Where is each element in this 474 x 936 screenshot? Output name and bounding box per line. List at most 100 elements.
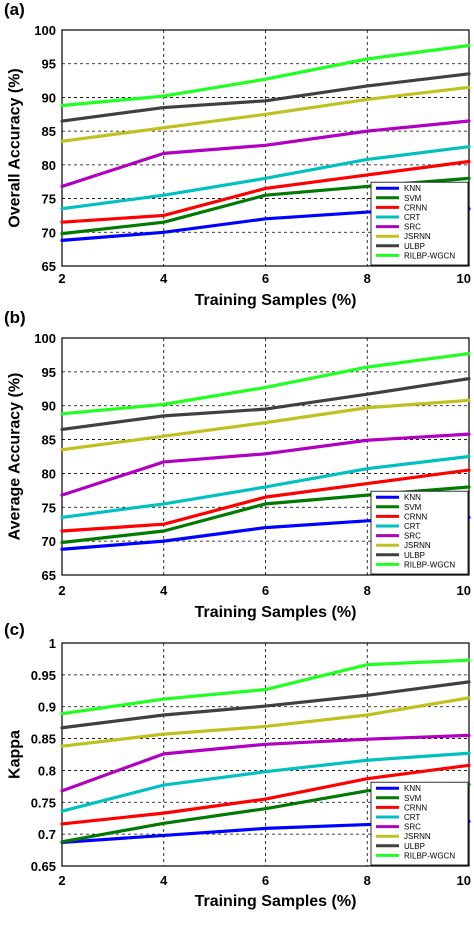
x-tick-label: 6 — [262, 873, 269, 888]
y-tick-label: 1 — [49, 636, 56, 651]
series-line-rilbp-wgcn — [60, 658, 471, 716]
legend-entry: RILBP-WGCN — [404, 851, 455, 860]
series-line-jsrnn — [60, 85, 471, 143]
series-line-jsrnn — [60, 398, 471, 452]
y-tick-label: 85 — [42, 433, 56, 448]
legend-entry: SVM — [404, 194, 422, 203]
y-tick-label: 0.75 — [31, 795, 56, 810]
legend-entry: KNN — [404, 493, 421, 502]
panel-label: (b) — [4, 308, 26, 327]
series-line-rilbp-wgcn — [60, 351, 471, 416]
legend-entry: JSRNN — [404, 832, 431, 841]
x-tick-label: 4 — [160, 583, 168, 598]
legend-entry: CRNN — [404, 203, 427, 212]
y-tick-label: 70 — [42, 225, 56, 240]
legend-entry: JSRNN — [404, 232, 431, 241]
series-line-ulbp — [60, 377, 471, 432]
legend-entry: SVM — [404, 794, 422, 803]
chart-panel-1: 65 70 75 80 85 90 95 100 2 4 6 8 10 Training Samples … — [4, 0, 471, 309]
x-tick-label: 2 — [58, 271, 65, 286]
x-tick-label: 2 — [58, 583, 65, 598]
y-tick-label: 95 — [42, 365, 56, 380]
legend-entry: SVM — [404, 503, 422, 512]
y-tick-label: 75 — [42, 500, 56, 515]
series-line-crnn — [60, 159, 471, 224]
panel-label: (c) — [4, 620, 25, 639]
legend-entry: ULBP — [404, 551, 425, 560]
legend-entry: SRC — [404, 223, 421, 232]
series-line-src — [60, 432, 471, 497]
y-tick-label: 80 — [42, 466, 56, 481]
y-tick-label: 75 — [42, 192, 56, 207]
x-tick-label: 6 — [262, 583, 269, 598]
legend-entry: RILBP-WGCN — [404, 560, 455, 569]
x-tick-label: 10 — [457, 873, 471, 888]
series-line-jsrnn — [60, 696, 471, 748]
legend-entry: CRNN — [404, 803, 427, 812]
legend-entry: CRNN — [404, 512, 427, 521]
x-tick-label: 8 — [364, 271, 371, 286]
panel-label: (a) — [4, 0, 25, 19]
series-line-src — [60, 733, 471, 793]
chart-panel-3: 0.65 0.7 0.75 0.8 0.85 0.9 0.95 1 2 4 6 8 10 Training… — [4, 620, 471, 910]
y-tick-label: 0.7 — [38, 827, 56, 842]
series-line-src — [60, 119, 471, 189]
legend-entry: JSRNN — [404, 541, 431, 550]
legend-entry: SRC — [404, 823, 421, 832]
x-tick-label: 6 — [262, 271, 269, 286]
series-line-crt — [60, 145, 471, 211]
series-line-rilbp-wgcn — [60, 43, 471, 108]
x-axis-label: Training Samples (%) — [195, 292, 357, 309]
x-axis-label: Training Samples (%) — [195, 604, 357, 621]
y-tick-label: 80 — [42, 158, 56, 173]
x-tick-label: 2 — [58, 873, 65, 888]
y-tick-label: 90 — [42, 399, 56, 414]
y-tick-label: 0.8 — [38, 763, 56, 778]
y-tick-label: 100 — [34, 23, 56, 38]
x-tick-label: 4 — [160, 873, 168, 888]
y-axis-label: Average Accuracy (%) — [7, 373, 24, 541]
series-line-ulbp — [60, 680, 471, 730]
y-tick-label: 85 — [42, 124, 56, 139]
legend-entry: CRT — [404, 213, 420, 222]
x-tick-label: 8 — [364, 873, 371, 888]
y-tick-label: 0.95 — [31, 668, 56, 683]
chart-panel-2: 65 70 75 80 85 90 95 100 2 4 6 8 10 Training Samples … — [4, 308, 471, 621]
series-line-crnn — [60, 468, 471, 533]
x-tick-label: 10 — [457, 271, 471, 286]
legend-entry: SRC — [404, 532, 421, 541]
y-tick-label: 0.85 — [31, 732, 56, 747]
y-tick-label: 65 — [42, 568, 56, 583]
legend-entry: RILBP-WGCN — [404, 251, 455, 260]
legend-entry: ULBP — [404, 842, 425, 851]
legend-box — [370, 181, 469, 266]
x-tick-label: 4 — [160, 271, 168, 286]
y-tick-label: 70 — [42, 534, 56, 549]
x-tick-label: 10 — [457, 583, 471, 598]
y-tick-label: 100 — [34, 331, 56, 346]
y-tick-label: 90 — [42, 90, 56, 105]
legend-entry: KNN — [404, 784, 421, 793]
x-tick-label: 8 — [364, 583, 371, 598]
y-tick-label: 65 — [42, 259, 56, 274]
y-axis-label: Kappa — [7, 730, 24, 779]
series-line-crnn — [60, 763, 471, 826]
legend-entry: CRT — [404, 522, 420, 531]
legend-entry: CRT — [404, 813, 420, 822]
legend-box — [370, 490, 469, 575]
y-tick-label: 95 — [42, 57, 56, 72]
series-line-crt — [60, 454, 471, 520]
y-tick-label: 0.9 — [38, 700, 56, 715]
x-axis-label: Training Samples (%) — [195, 893, 357, 910]
series-line-ulbp — [60, 72, 471, 123]
series-line-crt — [60, 751, 471, 813]
legend-box — [370, 781, 469, 866]
y-tick-label: 0.65 — [31, 859, 56, 874]
legend-entry: KNN — [404, 184, 421, 193]
legend-entry: ULBP — [404, 242, 425, 251]
y-axis-label: Overall Accuracy (%) — [7, 68, 24, 227]
